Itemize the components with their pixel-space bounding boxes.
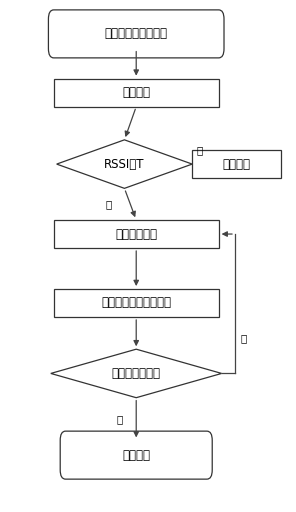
Text: 放弃加入: 放弃加入	[222, 158, 250, 170]
Bar	[54, 78, 219, 106]
Text: 否: 否	[197, 145, 203, 155]
Text: 组网完成: 组网完成	[122, 449, 150, 462]
Text: 有: 有	[241, 333, 247, 343]
Polygon shape	[51, 349, 222, 398]
Text: 分配网络地址: 分配网络地址	[115, 227, 157, 241]
Text: RSSI＞T: RSSI＞T	[104, 158, 145, 170]
Text: 是: 是	[105, 199, 111, 209]
FancyBboxPatch shape	[49, 10, 224, 58]
Text: 有节点申请加入: 有节点申请加入	[112, 367, 161, 380]
Text: 最外层转播组网发起帧: 最外层转播组网发起帧	[101, 296, 171, 309]
Bar	[54, 220, 219, 248]
Polygon shape	[57, 140, 192, 188]
Text: 协调器构建网络地址: 协调器构建网络地址	[105, 27, 168, 40]
Bar	[192, 150, 281, 178]
FancyBboxPatch shape	[60, 431, 212, 479]
Bar	[54, 289, 219, 317]
Text: 无: 无	[117, 414, 123, 424]
Text: 发起组网: 发起组网	[122, 86, 150, 99]
